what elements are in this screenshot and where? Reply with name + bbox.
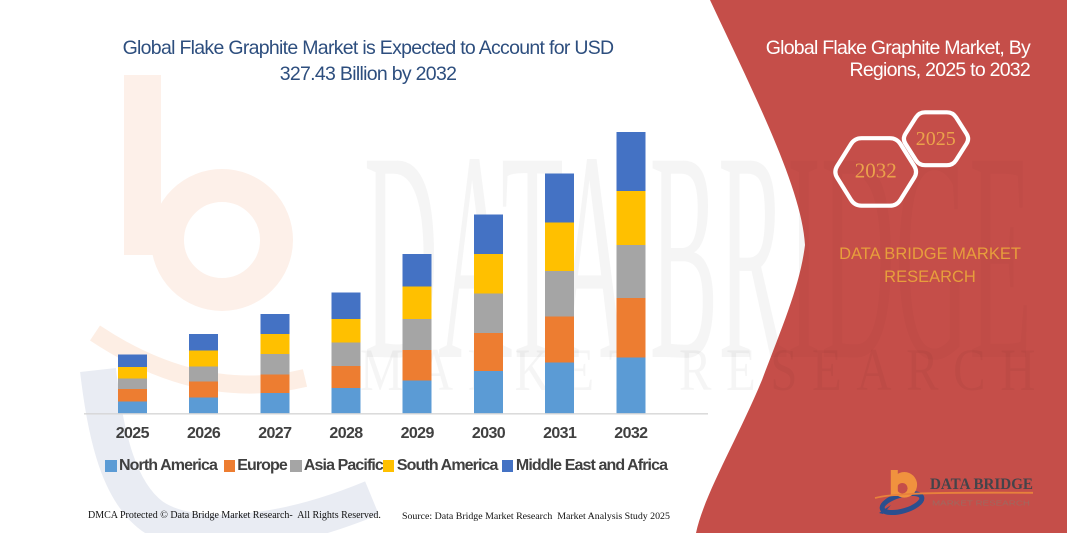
svg-text:2032: 2032	[855, 159, 897, 183]
svg-text:2025: 2025	[916, 128, 956, 150]
svg-text:DATA BRIDGE: DATA BRIDGE	[930, 476, 1033, 493]
svg-text:MARKET RESEARCH: MARKET RESEARCH	[932, 501, 1030, 508]
